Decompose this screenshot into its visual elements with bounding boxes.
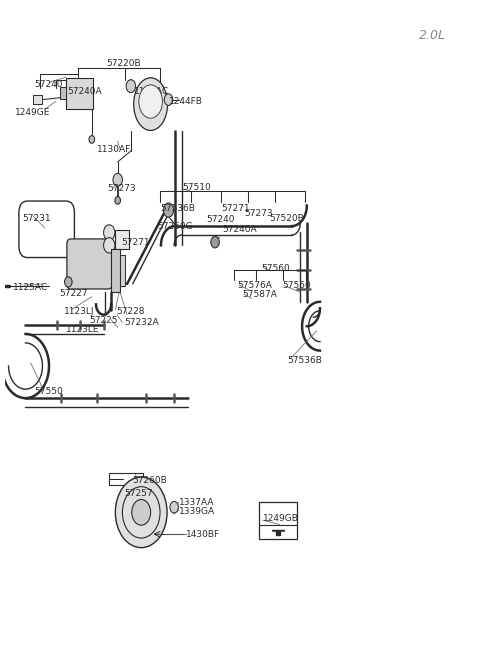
Text: 1129AC: 1129AC	[134, 86, 169, 96]
Text: 57260B: 57260B	[133, 476, 168, 485]
FancyBboxPatch shape	[67, 239, 112, 289]
Circle shape	[113, 174, 122, 186]
Text: 2.0L: 2.0L	[419, 29, 446, 42]
Text: 57240: 57240	[206, 215, 235, 224]
Text: 57231: 57231	[23, 214, 51, 223]
Text: 1123LE: 1123LE	[66, 325, 99, 334]
Bar	[120, 255, 125, 286]
Text: 57550: 57550	[34, 387, 63, 396]
Text: 57225: 57225	[89, 316, 118, 325]
Bar	[111, 248, 120, 292]
Circle shape	[115, 196, 120, 204]
Text: 1123LJ: 1123LJ	[63, 307, 94, 316]
Circle shape	[89, 136, 95, 143]
Bar	[66, 79, 93, 109]
Text: 57257: 57257	[125, 489, 154, 498]
Circle shape	[64, 277, 72, 287]
Text: 1339GA: 1339GA	[179, 507, 215, 516]
Bar	[109, 473, 143, 485]
Text: 1249GE: 1249GE	[15, 108, 50, 117]
Text: 57228: 57228	[117, 307, 145, 316]
Text: 57232A: 57232A	[125, 318, 159, 327]
Text: 57536B: 57536B	[160, 204, 195, 214]
Circle shape	[211, 236, 219, 248]
Text: 57520B: 57520B	[269, 214, 304, 223]
Circle shape	[104, 238, 115, 253]
Text: 1125AC: 1125AC	[13, 283, 48, 292]
Text: 57560: 57560	[261, 264, 290, 273]
Text: 57220B: 57220B	[106, 58, 141, 67]
Circle shape	[115, 477, 167, 548]
Ellipse shape	[139, 85, 162, 119]
Circle shape	[126, 80, 135, 92]
Text: 57550: 57550	[282, 281, 311, 290]
Text: 57271: 57271	[221, 204, 250, 214]
Text: 57587A: 57587A	[242, 290, 277, 299]
Bar	[33, 95, 42, 104]
Circle shape	[164, 94, 173, 105]
Bar	[115, 230, 129, 249]
Circle shape	[104, 225, 115, 240]
Text: 57240A: 57240A	[67, 86, 102, 96]
Circle shape	[170, 502, 179, 513]
Ellipse shape	[134, 78, 168, 130]
Text: 57240: 57240	[34, 81, 62, 89]
Text: 1337AA: 1337AA	[179, 498, 215, 506]
Circle shape	[163, 203, 174, 217]
Text: 1130AF: 1130AF	[97, 145, 131, 153]
Text: 57240A: 57240A	[223, 225, 257, 234]
Text: 57510: 57510	[182, 183, 211, 192]
Bar	[259, 502, 298, 539]
Text: 57273: 57273	[108, 183, 136, 193]
Text: 1249GB: 1249GB	[263, 514, 299, 523]
Text: 57271: 57271	[121, 238, 150, 248]
Bar	[60, 87, 66, 99]
Text: 1430BF: 1430BF	[186, 531, 220, 539]
Text: 57576A: 57576A	[237, 281, 272, 290]
Text: 1244FB: 1244FB	[168, 97, 203, 106]
Text: 57536B: 57536B	[287, 356, 322, 365]
Text: 57250G: 57250G	[157, 221, 193, 231]
Text: 57227: 57227	[59, 289, 87, 298]
Circle shape	[132, 500, 151, 525]
Text: 57273: 57273	[245, 209, 273, 217]
